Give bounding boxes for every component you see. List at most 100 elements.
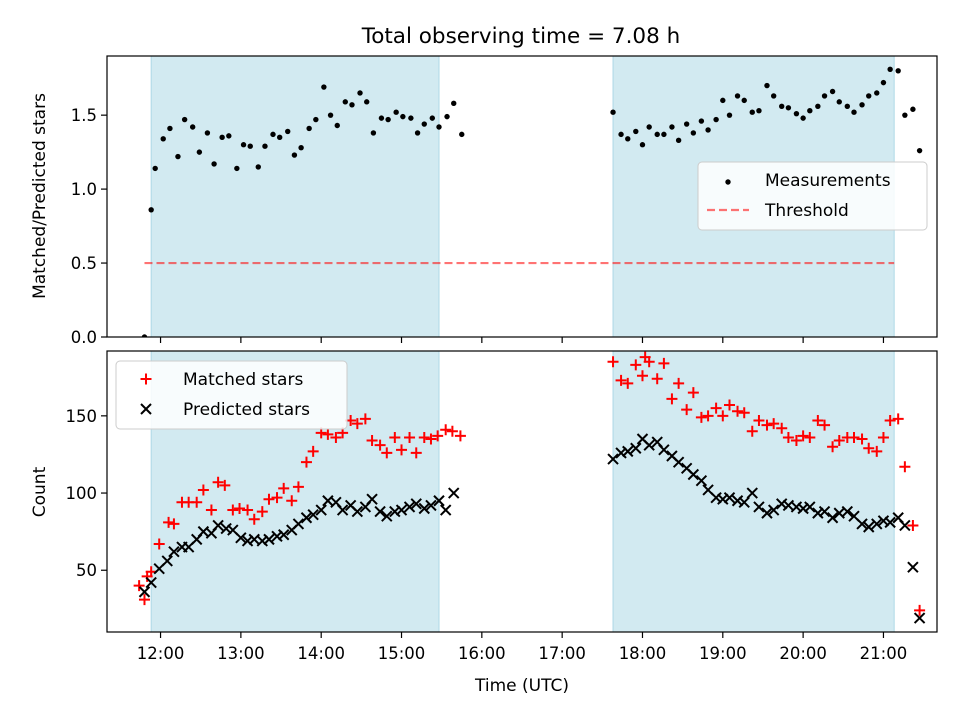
matched-star-point [666, 393, 678, 405]
measurement-point [625, 136, 631, 142]
matched-star-point [782, 431, 794, 443]
predicted-star-point [212, 519, 224, 532]
predicted-star-point [263, 533, 275, 546]
observing-window-1 [151, 56, 439, 337]
matched-star-point [848, 431, 860, 443]
measurement-point [393, 109, 399, 115]
measurement-point [800, 115, 806, 121]
predicted-star-point [884, 516, 896, 529]
matched-star-point [892, 413, 904, 425]
measurement-point [240, 142, 247, 148]
predicted-star-point [658, 444, 670, 456]
predicted-star-point [790, 501, 803, 513]
measurement-point [342, 99, 348, 105]
matched-star-point [827, 441, 839, 453]
measurement-point [421, 121, 427, 127]
predicted-star-point [418, 502, 430, 515]
measurement-point [661, 131, 667, 138]
y-axis-label: Matched/Predicted stars [30, 93, 50, 299]
matched-star-point [630, 359, 642, 371]
measurement-point [189, 124, 196, 130]
predicted-star-point [389, 505, 401, 518]
figure-title: Total observing time = 7.08 h [361, 24, 681, 49]
measurement-point [385, 116, 391, 123]
predicted-star-point [907, 561, 919, 573]
matched-star-point [899, 461, 911, 473]
predicted-star-point [717, 493, 729, 505]
matched-star-point [271, 492, 283, 504]
matched-star-point [381, 447, 393, 459]
predicted-star-point [220, 522, 232, 535]
matched-star-point [396, 444, 408, 456]
measurement-point [181, 116, 188, 123]
measurement-point [807, 108, 813, 114]
matched-star-point [440, 424, 452, 436]
predicted-star-point [403, 501, 416, 513]
measurement-point [313, 116, 319, 123]
matched-star-point [133, 580, 145, 592]
y-tick-label: 1.0 [71, 180, 97, 199]
matched-star-point [797, 430, 809, 442]
predicted-star-point [863, 521, 875, 533]
matched-star-point [168, 518, 180, 530]
measurement-point [866, 93, 872, 99]
matched-star-point [212, 476, 224, 488]
predicted-star-point [615, 447, 627, 459]
predicted-star-point [672, 456, 685, 468]
matched-star-point [687, 387, 699, 399]
y-tick-label: 50 [76, 561, 97, 580]
measurement-point [219, 134, 225, 141]
matched-star-point [307, 445, 319, 457]
measurement-point [436, 124, 442, 130]
measurement-point [204, 130, 211, 136]
measurement-point [327, 112, 334, 118]
matched-star-point [138, 594, 150, 606]
matched-star-point [768, 418, 780, 430]
measurement-point [895, 68, 901, 74]
matched-star-point [819, 419, 831, 431]
measurement-point [633, 128, 639, 135]
matched-star-point [636, 370, 648, 382]
matched-star-point [622, 377, 634, 389]
predicted-star-point [425, 499, 437, 512]
legend-box [697, 161, 928, 231]
matched-star-point [812, 414, 824, 426]
predicted-star-point [256, 535, 268, 547]
x-axis-label: Time (UTC) [474, 676, 569, 696]
measurement-point [291, 152, 298, 158]
predicted-star-point [235, 532, 247, 544]
predicted-star-point [138, 586, 151, 598]
measurement-point [414, 130, 421, 136]
measurement-point [698, 118, 705, 124]
predicted-star-point [776, 498, 788, 510]
predicted-star-point [767, 504, 780, 516]
matched-star-point [717, 410, 729, 422]
measurement-point [654, 131, 660, 138]
measurement-point [349, 102, 355, 108]
matched-star-point [651, 373, 663, 385]
measurement-point [255, 164, 261, 170]
measurement-point [429, 115, 436, 121]
predicted-star-point [877, 515, 890, 527]
predicted-star-point [687, 468, 700, 481]
measurement-point [756, 108, 762, 114]
y-axis-label: Count [30, 466, 50, 517]
legend: Matched stars Predicted stars [115, 360, 348, 430]
measurement-point [357, 90, 363, 96]
measurement-point [844, 103, 851, 109]
measurement-point [675, 137, 682, 143]
matched-star-point [643, 356, 655, 368]
predicted-star-point [607, 453, 619, 465]
x-tick-label: 20:00 [779, 644, 827, 663]
predicted-star-point [315, 504, 327, 516]
predicted-star-point [439, 504, 452, 516]
matched-star-point [446, 425, 458, 437]
matched-star-point [418, 431, 430, 443]
measurement-point [785, 105, 792, 111]
x-tick-label: 15:00 [378, 644, 426, 663]
predicted-star-point [278, 529, 290, 541]
measurement-point [779, 103, 785, 109]
measurement-point [321, 84, 327, 90]
measurement-point [285, 128, 291, 135]
